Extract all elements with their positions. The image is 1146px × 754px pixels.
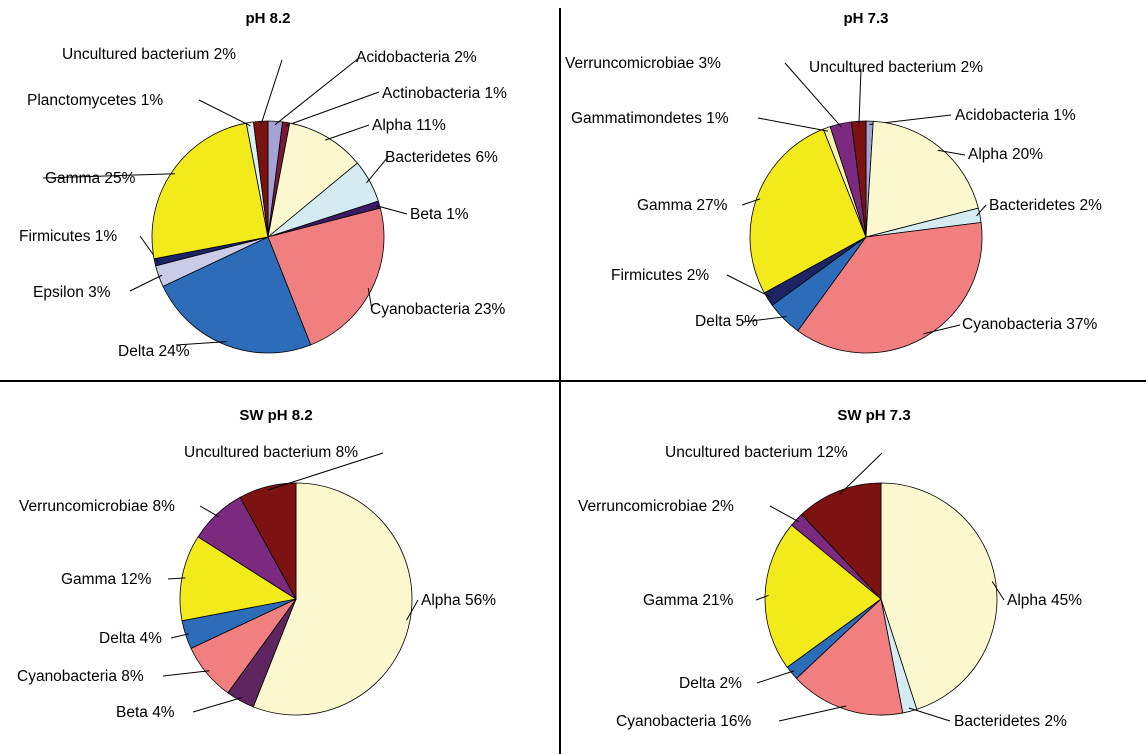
panel-sw-ph-7-3: SW pH 7.3 Alpha 45% Bacteridetes 2% Cyanob… xyxy=(578,407,1082,730)
slice-label-cyanobacteria: Cyanobacteria 16% xyxy=(616,713,751,730)
leader-line-gamma xyxy=(755,594,769,601)
slice-label-uncultured-bacterium: Uncultured bacterium 12% xyxy=(665,444,848,461)
leader-line-bacteridetes xyxy=(908,707,951,722)
slice-label-planctomycetes: Planctomycetes 1% xyxy=(27,92,163,109)
leader-line-cyanobacteria xyxy=(778,705,847,722)
leader-line-uncultured-bacterium xyxy=(839,452,883,495)
leader-line-cyanobacteria xyxy=(367,287,373,311)
slice-label-delta: Delta 5% xyxy=(695,313,758,330)
slice-label-alpha: Alpha 20% xyxy=(968,146,1043,163)
leader-line-alpha xyxy=(937,149,966,156)
slice-label-verruncomicrobiae: Verruncomicrobiae 8% xyxy=(19,498,175,515)
leader-line-delta xyxy=(742,316,787,323)
slice-label-firmicutes: Firmicutes 1% xyxy=(19,228,117,245)
slice-label-bacteridetes: Bacteridetes 6% xyxy=(385,149,498,166)
leader-line-bacteridetes xyxy=(976,204,987,217)
slice-label-cyanobacteria: Cyanobacteria 23% xyxy=(370,301,505,318)
leader-line-acidobacteria xyxy=(274,57,360,126)
panel-ph-7-3: pH 7.3 Acidobacteria 1% Alpha 20% Bacterid… xyxy=(565,10,1102,354)
leader-line-verruncomicrobiae xyxy=(784,62,842,128)
leader-line-planctomycetes xyxy=(198,99,251,127)
pie-slice-cyanobacteria xyxy=(267,207,385,346)
slice-label-beta: Beta 1% xyxy=(410,206,469,223)
slice-label-acidobacteria: Acidobacteria 1% xyxy=(955,107,1076,124)
pie-slice-gamma xyxy=(151,122,269,260)
leader-line-bacteridetes xyxy=(366,156,389,184)
leader-line-cyanobacteria xyxy=(923,324,961,335)
slice-label-cyanobacteria: Cyanobacteria 8% xyxy=(17,668,144,685)
panel-title: SW pH 8.2 xyxy=(239,407,312,424)
slice-label-gamma: Gamma 12% xyxy=(61,571,152,588)
leader-line-alpha xyxy=(991,581,1005,601)
slice-label-delta: Delta 2% xyxy=(679,675,742,692)
slice-label-verruncomicrobiae: Verruncomicrobiae 2% xyxy=(578,498,734,515)
leader-line-actinobacteria xyxy=(285,91,380,127)
slice-label-bacteridetes: Bacteridetes 2% xyxy=(954,713,1067,730)
leader-line-gamma xyxy=(167,577,186,580)
panel-ph-8-2: pH 8.2 Acidobacteria 2% Actinobacteria 1%… xyxy=(19,10,507,360)
slice-label-actinobacteria: Actinobacteria 1% xyxy=(382,85,507,102)
leader-line-alpha xyxy=(325,124,370,141)
pie-slice-alpha xyxy=(865,120,979,238)
slice-label-delta: Delta 4% xyxy=(99,630,162,647)
leader-line-delta xyxy=(175,341,227,346)
slice-label-firmicutes: Firmicutes 2% xyxy=(611,267,709,284)
leader-line-verruncomicrobiae xyxy=(199,505,220,518)
slice-label-alpha: Alpha 56% xyxy=(421,592,496,609)
pie-slice-alpha xyxy=(880,482,998,710)
slice-label-gamma: Gamma 21% xyxy=(643,592,734,609)
panel-sw-ph-8-2: SW pH 8.2 Alpha 56% Beta 4% Cyanobacteria … xyxy=(17,407,496,721)
leader-line-uncultured-bacterium xyxy=(858,68,862,125)
slice-label-gammatimondetes: Gammatimondetes 1% xyxy=(571,110,729,127)
panel-title: SW pH 7.3 xyxy=(837,407,910,424)
leader-line-epsilon xyxy=(129,274,163,292)
slice-label-acidobacteria: Acidobacteria 2% xyxy=(356,49,477,66)
panel-title: pH 8.2 xyxy=(245,10,290,27)
pie-slice-gamma xyxy=(764,524,882,668)
pie-slice-alpha xyxy=(252,482,413,716)
pie-slice-alpha xyxy=(267,122,358,239)
pie-slice-gamma xyxy=(179,536,298,622)
leader-line-gamma xyxy=(741,198,761,206)
slice-label-delta: Delta 24% xyxy=(118,343,190,360)
pie-slice-delta xyxy=(162,236,312,354)
leader-line-cyanobacteria xyxy=(162,670,210,677)
pie-slice-uncultured-bacterium xyxy=(801,482,882,601)
slice-label-uncultured-bacterium: Uncultured bacterium 2% xyxy=(809,59,983,76)
leader-line-beta xyxy=(192,697,242,713)
leader-line-delta xyxy=(756,670,795,684)
slice-label-uncultured-bacterium: Uncultured bacterium 8% xyxy=(184,444,358,461)
leader-line-uncultured-bacterium xyxy=(267,452,384,491)
leader-line-firmicutes xyxy=(726,274,772,298)
slice-label-cyanobacteria: Cyanobacteria 37% xyxy=(962,316,1097,333)
pie-slice-uncultured-bacterium xyxy=(253,120,269,238)
leader-line-gamma xyxy=(42,173,175,179)
slice-label-gamma: Gamma 25% xyxy=(45,170,136,187)
leader-line-verruncomicrobiae xyxy=(769,505,800,523)
leader-line-gammatimondetes xyxy=(757,117,828,132)
pie-slice-uncultured-bacterium xyxy=(239,482,297,600)
slice-label-alpha: Alpha 11% xyxy=(372,117,446,134)
leader-line-beta xyxy=(375,205,408,215)
slice-label-alpha: Alpha 45% xyxy=(1007,592,1082,609)
slice-label-beta: Beta 4% xyxy=(116,704,175,721)
pie-slice-cyanobacteria xyxy=(797,222,983,354)
leader-line-uncultured-bacterium xyxy=(260,59,283,125)
slice-label-verruncomicrobiae: Verruncomicrobiae 3% xyxy=(565,55,721,72)
panel-title: pH 7.3 xyxy=(843,10,888,27)
slice-label-epsilon: Epsilon 3% xyxy=(33,284,111,301)
slice-label-uncultured-bacterium: Uncultured bacterium 2% xyxy=(62,46,236,63)
leader-line-delta xyxy=(170,633,190,639)
slice-label-gamma: Gamma 27% xyxy=(637,197,728,214)
pie-slice-cyanobacteria xyxy=(795,598,904,716)
leader-line-alpha xyxy=(406,599,419,621)
pie-slice-gamma xyxy=(749,128,867,294)
slice-label-bacteridetes: Bacteridetes 2% xyxy=(989,197,1102,214)
